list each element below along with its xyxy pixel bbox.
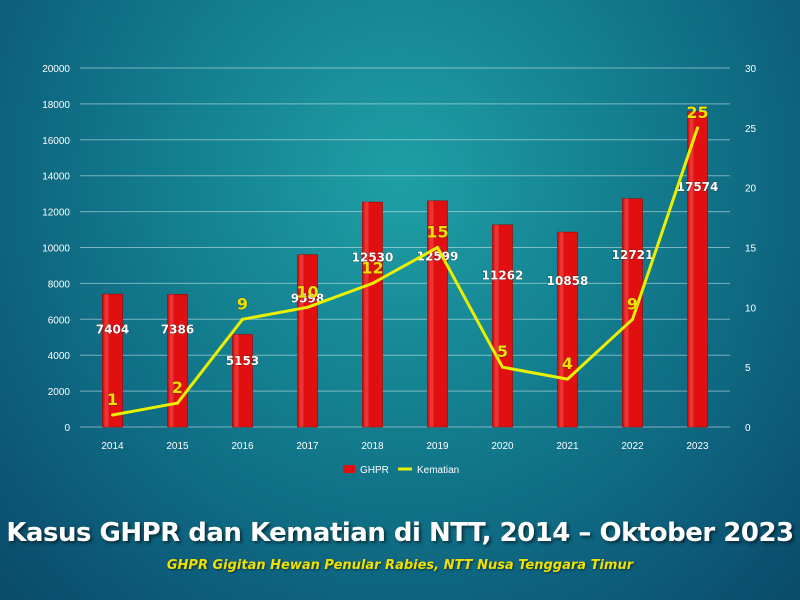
bar [297,254,318,428]
line-data-label: 15 [426,223,448,242]
bar [492,224,513,428]
bar-data-labels: 7404 7386 5153 9598 12530 12 5 9 9 11262 10858 1272… [95,179,719,368]
legend-swatch-ghpr [343,465,355,473]
left-tick-label: 18000 [42,100,70,111]
bar [102,293,123,428]
line-point [566,377,569,381]
x-axis: 2014 2015 2016 2017 2018 2019 2020 2021 2022 2023 [101,441,709,452]
legend-label-ghpr: GHPR [360,465,389,476]
left-tick-label: 8000 [48,279,71,290]
bar [362,201,383,428]
x-tick-label: 2015 [166,441,189,452]
bar-data-label: 11262 [482,268,524,282]
chart-subtitle: GHPR Gigitan Hewan Penular Rabies, NTT N… [166,558,634,573]
chart-title-main: Kasus GHPR dan Kematian di NTT, 2014 – [6,518,600,548]
left-tick-label: 4000 [48,351,71,362]
line-data-label: 1 [107,390,118,409]
bar [232,334,253,428]
line-data-label: 25 [686,103,708,122]
line-point [436,246,439,249]
bar-highlight [494,224,499,427]
x-tick-label: 2017 [296,441,319,452]
line-data-label: 5 [497,342,508,361]
bar-highlight [234,334,239,427]
line-series [111,126,699,417]
bar-highlight [559,232,564,427]
x-tick-label: 2014 [101,441,124,452]
bar-highlight [624,198,629,427]
right-tick-label: 0 [745,423,751,434]
legend-label-kematian: Kematian [417,465,459,476]
bar [687,111,708,428]
x-tick-label: 2016 [231,441,254,452]
line-data-label: 10 [296,282,318,301]
line-point [631,317,634,321]
line-point [176,401,179,405]
bar-highlight [104,294,109,427]
line-path [112,127,699,417]
left-tick-label: 16000 [42,136,70,147]
bar-highlight [429,200,434,427]
bar-highlight [299,254,304,427]
line-point [241,317,244,321]
chart-title-highlight: Oktober 2023 [599,518,794,548]
line-point [501,365,504,369]
line-data-label: 2 [172,378,183,397]
bar-highlight [689,111,694,428]
x-tick-label: 2023 [686,441,709,452]
left-tick-label: 6000 [48,315,71,326]
line-point [696,126,699,130]
right-tick-label: 30 [745,64,757,75]
line-data-label: 4 [562,354,573,373]
bar-highlight [364,202,369,427]
left-tick-label: 14000 [42,172,70,183]
x-tick-label: 2018 [361,441,384,452]
x-tick-label: 2021 [556,441,579,452]
line-point [371,281,374,285]
x-tick-label: 2019 [426,441,449,452]
left-axis: 0 2000 4000 6000 8000 10000 12000 14000 16000 180… [42,64,70,434]
left-tick-label: 12000 [42,208,70,219]
right-tick-label: 25 [745,124,757,135]
bar-data-label: 7386 [161,323,194,337]
right-tick-label: 10 [745,303,757,314]
x-tick-label: 2020 [491,441,514,452]
bar-series [102,111,708,428]
left-tick-label: 2000 [48,387,71,398]
bar [167,294,188,428]
line-point [111,413,114,417]
bar-data-label: 12530 [352,251,394,265]
right-tick-label: 15 [745,244,757,255]
legend: GHPR Kematian [343,465,459,476]
bar-data-label: 5153 [226,354,259,368]
line-point [306,305,309,309]
chart-title: Kasus GHPR dan Kematian di NTT, 2014 – O… [0,518,800,548]
right-tick-label: 5 [745,363,751,374]
bar-data-label: 7404 [96,322,129,336]
bar-highlight [169,294,174,427]
bar-data-label: 17574 [677,180,719,194]
left-tick-label: 20000 [42,64,70,75]
bar-data-label: 10858 [547,274,589,288]
bar-data-label: 9598 [291,292,324,306]
right-axis: 0 5 10 15 20 25 30 [745,64,757,434]
line-data-label: 9 [627,294,638,313]
right-tick-label: 20 [745,184,757,195]
bar-data-label: 12721 [612,248,654,262]
x-tick-label: 2022 [621,441,644,452]
left-tick-label: 10000 [42,244,70,255]
left-tick-label: 0 [64,423,70,434]
bar [622,198,643,428]
line-data-label: 12 [361,258,383,277]
line-data-label: 9 [237,294,248,313]
